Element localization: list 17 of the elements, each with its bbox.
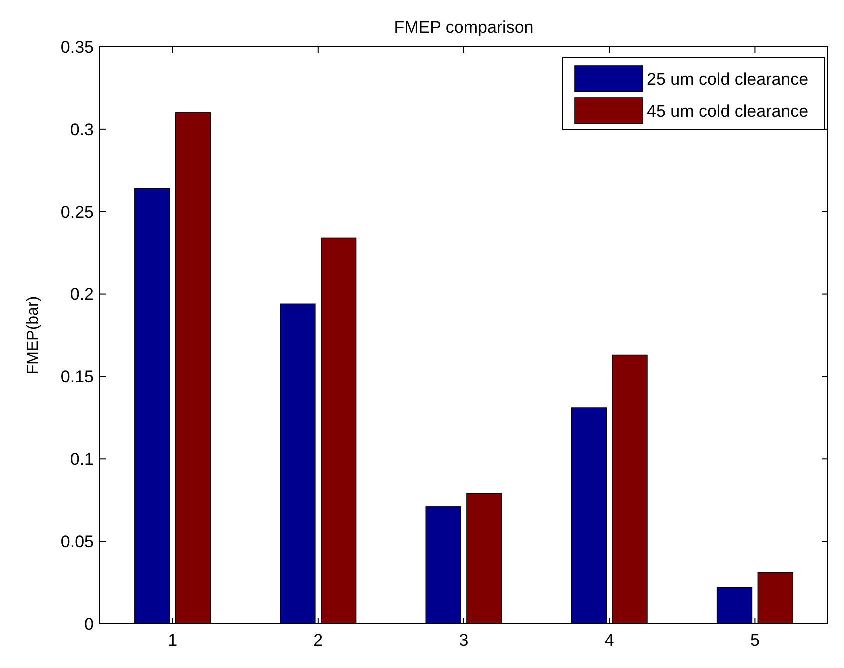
y-tick-label: 0 — [84, 614, 94, 634]
x-tick-label: 5 — [750, 631, 760, 650]
x-tick-label: 2 — [314, 631, 324, 650]
legend-label: 25 um cold clearance — [647, 70, 809, 89]
legend-label: 45 um cold clearance — [647, 102, 809, 121]
chart-title: FMEP comparison — [394, 18, 534, 37]
y-tick-label: 0.35 — [60, 38, 94, 57]
y-tick-label: 0.25 — [60, 202, 94, 222]
x-tick-label: 1 — [168, 631, 178, 650]
y-axis-title: FMEP(bar) — [25, 296, 42, 375]
x-tick-label: 3 — [459, 631, 469, 650]
y-tick-label: 0.15 — [60, 368, 94, 387]
y-tick-label: 0.3 — [70, 120, 94, 140]
y-tick-label: 0.05 — [60, 532, 94, 552]
y-tick-label: 0.2 — [70, 285, 94, 304]
x-tick-label: 4 — [604, 631, 614, 650]
y-tick-label: 0.1 — [70, 450, 94, 470]
